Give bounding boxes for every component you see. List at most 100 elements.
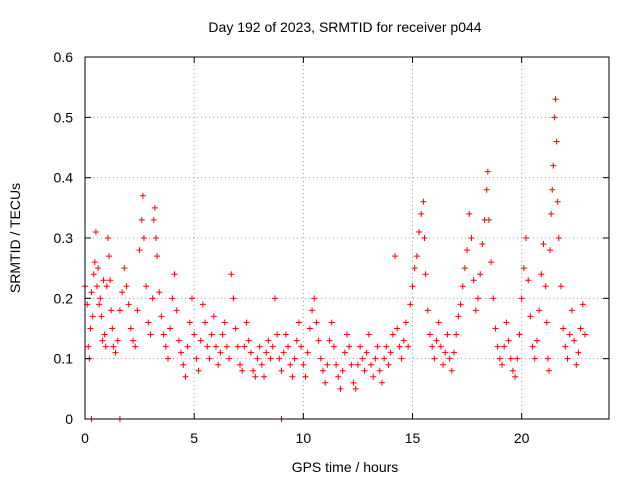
data-point (193, 355, 200, 362)
data-point (252, 373, 259, 380)
data-point (518, 295, 525, 302)
data-point (485, 216, 492, 223)
data-point (91, 259, 98, 266)
data-point (385, 361, 392, 368)
data-point (409, 283, 416, 290)
data-point (280, 349, 287, 356)
data-point (523, 235, 530, 241)
x-tick-label: 5 (190, 430, 198, 446)
data-point (171, 271, 178, 278)
data-point (324, 361, 331, 368)
data-point (90, 271, 97, 278)
data-point (87, 325, 94, 332)
data-point (464, 247, 471, 254)
data-point (188, 295, 195, 302)
data-point (459, 283, 466, 290)
data-point (276, 355, 283, 362)
data-point (239, 367, 246, 374)
data-point (413, 253, 420, 260)
data-point (234, 343, 241, 350)
data-point (348, 361, 355, 368)
data-point (352, 385, 359, 392)
data-point (206, 355, 213, 362)
data-point (291, 355, 298, 362)
data-point (370, 373, 377, 380)
data-point (295, 319, 302, 326)
data-point (361, 367, 368, 374)
data-point (274, 331, 281, 338)
gridlines (85, 57, 609, 419)
data-point (440, 361, 447, 368)
data-point (125, 301, 132, 308)
data-point (396, 343, 403, 350)
data-point (494, 343, 501, 350)
data-point (483, 186, 490, 193)
data-point (527, 313, 534, 320)
data-point (158, 313, 165, 320)
data-point (285, 343, 292, 350)
data-point (525, 277, 532, 284)
data-point (398, 355, 405, 362)
data-point (429, 343, 436, 350)
data-point (149, 295, 156, 302)
data-point (359, 355, 366, 362)
data-point (335, 373, 342, 380)
data-point (134, 307, 141, 314)
y-axis-label: SRMTID / TECUs (7, 183, 23, 293)
data-point (263, 349, 270, 356)
data-point (267, 355, 274, 362)
data-point (470, 277, 477, 284)
data-point (112, 349, 119, 356)
data-point (191, 331, 198, 338)
data-point (237, 361, 244, 368)
y-tick-label: 0.1 (54, 351, 74, 367)
data-point (579, 301, 586, 308)
data-point (533, 337, 540, 344)
data-point (540, 241, 547, 248)
data-point (213, 343, 219, 350)
data-point (577, 325, 584, 332)
data-point (132, 343, 139, 350)
data-point (531, 355, 538, 362)
data-point (566, 331, 573, 338)
data-point (420, 198, 427, 205)
data-point (551, 114, 558, 121)
data-point (195, 367, 202, 374)
x-axis-label: GPS time / hours (292, 459, 399, 475)
data-point (547, 247, 554, 254)
data-point (130, 337, 137, 344)
data-point (223, 343, 230, 350)
data-point (182, 373, 189, 380)
data-point (402, 319, 409, 326)
data-point (110, 343, 117, 350)
y-tick-label: 0.3 (54, 230, 74, 246)
data-point (389, 331, 396, 338)
data-point (433, 337, 440, 344)
data-point (254, 355, 261, 362)
data-point (109, 325, 116, 332)
plot-frame (84, 56, 610, 420)
data-point (333, 361, 340, 368)
x-tick-label: 0 (81, 430, 89, 446)
data-point (140, 235, 147, 241)
data-point (557, 283, 564, 290)
data-point (516, 331, 523, 338)
data-point (221, 319, 228, 326)
data-point (94, 283, 101, 290)
y-tick-label: 0.4 (54, 170, 74, 186)
data-point (400, 337, 407, 344)
data-point (437, 343, 444, 350)
data-point (550, 162, 557, 169)
data-point (217, 349, 224, 356)
data-point (431, 355, 438, 362)
data-point (156, 289, 163, 296)
data-point (376, 367, 383, 374)
data-point (326, 337, 333, 344)
data-point (560, 325, 567, 332)
data-point (121, 265, 128, 272)
data-point (226, 355, 233, 362)
data-point (232, 325, 239, 332)
data-point (328, 319, 335, 326)
data-point (199, 301, 206, 308)
